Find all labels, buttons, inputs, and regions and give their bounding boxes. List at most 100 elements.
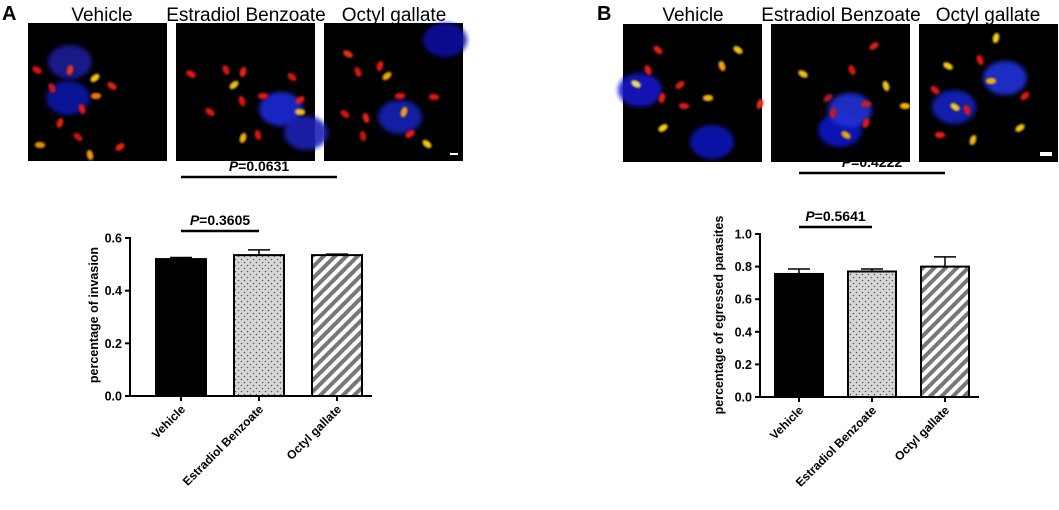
bar — [774, 272, 824, 398]
parasite — [841, 131, 851, 139]
y-tick-label: 0.6 — [105, 232, 122, 246]
parasite — [733, 46, 743, 54]
micrograph-label: Estradiol Benzoate — [761, 5, 921, 26]
y-tick-label: 0.4 — [105, 284, 122, 298]
parasite — [653, 45, 663, 55]
parasite — [428, 93, 440, 101]
parasite — [205, 108, 215, 116]
parasite — [644, 65, 652, 75]
micrographs — [618, 24, 1058, 162]
parasite — [78, 103, 86, 115]
parasite — [34, 141, 46, 149]
bar-chart-invasion: percentage of invasion 0.0 0.2 0.4 0.6 Vehic… — [87, 158, 372, 489]
parasite — [222, 65, 230, 75]
micrograph-label: Vehicle — [662, 5, 723, 26]
parasite — [862, 117, 870, 129]
y-tick-label: 0.0 — [105, 390, 122, 404]
p-value-label: P=0.0631 — [229, 158, 290, 174]
scale-bar — [1040, 152, 1052, 156]
y-tick-label: 0.6 — [735, 293, 752, 307]
parasite — [950, 103, 960, 111]
bar — [847, 270, 897, 398]
panel-letter: A — [2, 3, 16, 25]
parasite — [48, 83, 56, 93]
bar — [233, 254, 285, 397]
parasite — [1015, 124, 1025, 132]
parasite — [702, 94, 714, 102]
host-nucleus — [48, 45, 92, 79]
y-axis-label: percentage of egressed parasites — [712, 216, 726, 415]
parasite — [229, 80, 239, 90]
y-tick-label: 0.2 — [105, 337, 122, 351]
parasite — [869, 42, 879, 50]
host-nucleus — [690, 125, 734, 159]
bar — [920, 265, 970, 398]
parasite — [257, 92, 269, 100]
micrograph-label: Estradiol Benzoate — [166, 5, 326, 26]
parasite — [239, 66, 247, 78]
x-tick-label: Octyl gallate — [284, 402, 345, 463]
host-nucleus — [284, 116, 328, 150]
y-tick-label: 0.0 — [735, 391, 752, 405]
parasite — [238, 95, 246, 107]
parasite — [359, 130, 367, 142]
parasite — [756, 98, 764, 110]
bar-chart-egress: percentage of egressed parasites 0.0 0.2 0… — [712, 154, 979, 490]
host-nucleus — [378, 100, 422, 134]
panel-letter: B — [597, 3, 611, 25]
micrograph-label: Octyl gallate — [342, 5, 447, 26]
parasite — [382, 71, 392, 81]
parasite — [354, 67, 362, 77]
parasite — [678, 102, 690, 110]
parasite — [405, 130, 415, 138]
parasite — [90, 73, 100, 83]
parasite — [969, 134, 977, 146]
parasite — [90, 92, 102, 100]
parasite — [829, 107, 837, 119]
parasite — [340, 110, 350, 118]
parasite — [56, 117, 64, 129]
parasite — [400, 106, 408, 118]
bar — [155, 258, 207, 398]
parasite — [823, 93, 833, 103]
parasite — [798, 70, 808, 78]
parasite — [658, 92, 666, 104]
y-axis-label: percentage of invasion — [87, 247, 101, 383]
x-tick-label: Estradiol Benzoate — [793, 403, 880, 490]
parasite — [976, 55, 984, 65]
parasite — [294, 108, 306, 116]
parasite — [115, 143, 125, 151]
y-tick-label: 1.0 — [735, 228, 752, 242]
parasite — [32, 66, 42, 74]
host-nucleus — [983, 61, 1027, 95]
host-nucleus — [828, 93, 872, 127]
parasite — [394, 92, 406, 100]
parasite — [73, 132, 83, 142]
parasite — [658, 124, 668, 132]
bar — [311, 254, 363, 397]
x-tick-label: Estradiol Benzoate — [180, 402, 267, 489]
parasite — [860, 100, 872, 108]
parasite — [254, 129, 262, 141]
parasite — [985, 77, 997, 85]
host-nucleus — [423, 23, 467, 57]
parasite — [675, 80, 685, 90]
parasite — [848, 65, 856, 75]
micrograph-label: Vehicle — [71, 5, 132, 26]
parasite — [295, 96, 305, 104]
micrograph-octyl-gallate — [919, 24, 1058, 162]
parasite — [899, 102, 911, 110]
parasite — [943, 62, 953, 70]
parasite — [362, 112, 370, 124]
x-tick-label: Vehicle — [767, 403, 806, 442]
y-tick-label: 0.2 — [735, 358, 752, 372]
parasite — [631, 80, 641, 88]
parasite — [963, 104, 971, 116]
panel-b: B Vehicle Estradiol Benzoate Octyl galla… — [597, 3, 1058, 490]
parasite — [718, 60, 726, 72]
host-nucleus — [618, 73, 662, 107]
parasite — [934, 131, 946, 139]
micrograph-label: Octyl gallate — [936, 5, 1041, 26]
host-nucleus — [259, 92, 303, 126]
